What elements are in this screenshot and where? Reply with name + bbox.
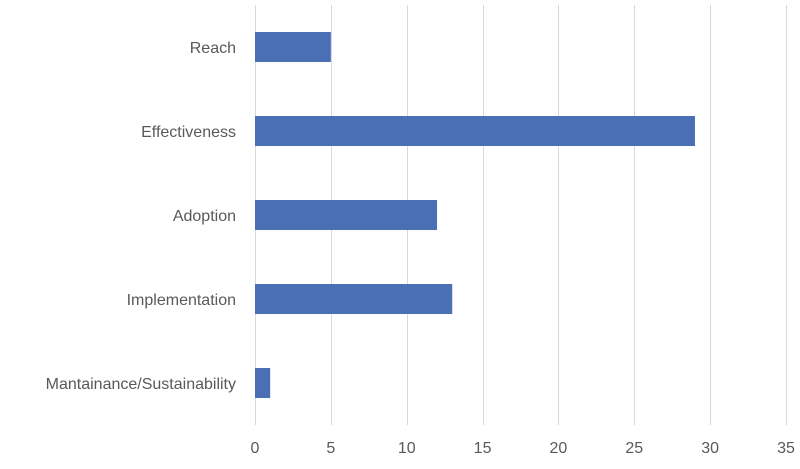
category-label: Effectiveness [141,124,236,141]
x-tick-label: 5 [326,440,335,457]
bar-reach [255,32,331,62]
bar-adoption [255,200,438,230]
x-tick-label: 20 [550,440,568,457]
category-labels: Reach Effectiveness Adoption Implementation… [46,40,236,393]
category-label: Adoption [173,208,236,225]
bars [255,32,695,398]
x-tick-label: 25 [625,440,643,457]
x-tick-label: 15 [474,440,492,457]
x-tick-labels: 0 5 10 15 20 25 30 35 [251,440,795,457]
x-tick-label: 0 [251,440,260,457]
bar-effectiveness [255,116,695,146]
x-tick-label: 10 [398,440,416,457]
category-label: Reach [190,40,236,57]
category-label: Implementation [127,292,236,309]
bar-mantainance-sustainability [255,368,271,398]
x-tick-label: 35 [777,440,795,457]
x-tick-label: 30 [701,440,719,457]
category-label: Mantainance/Sustainability [46,376,236,393]
bar-implementation [255,284,453,314]
